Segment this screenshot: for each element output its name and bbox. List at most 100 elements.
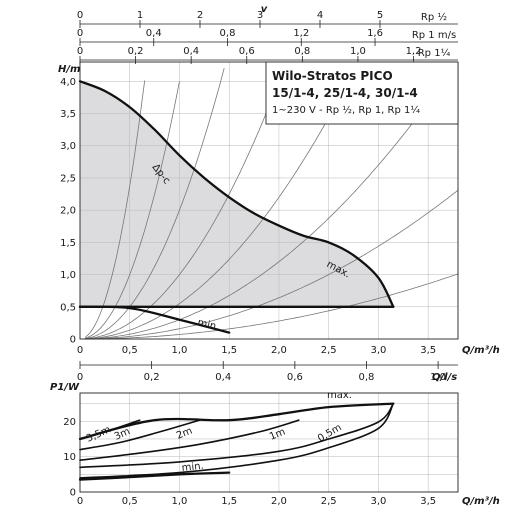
chart-subtitle: 15/1-4, 25/1-4, 30/1-4 (272, 86, 418, 100)
velocity-tick-label: 5 (377, 10, 383, 21)
power-chart: P1/W Q/m³/h 0 0,5 1,0 1,5 2,0 2,5 3,0 3,501020 … (50, 382, 500, 507)
power-3-5m-label: 3,5m (85, 424, 113, 444)
power-curve-3-5m (79, 419, 141, 440)
min-curve (78, 305, 231, 334)
velocity-scales: 0 1 2 3 4 50 0,4 0,8 1,2 1,60 0,2 0,4 0,6 0,8 1,0 1,2 v… (77, 4, 458, 64)
system-curve (84, 70, 354, 340)
head-x-tick-label: 1,5 (221, 345, 237, 356)
power-y-axis-label: P1/W (50, 382, 80, 393)
head-x-tick-label: 0,5 (122, 345, 138, 356)
flow-l-per-s-tick-label: 1,0 (430, 372, 446, 383)
velocity-tick-label: 4 (317, 10, 323, 21)
head-y-tick-label: 0 (70, 335, 76, 346)
power-y-tick-label: 0 (70, 488, 76, 499)
head-chart-ticks: 0 0,5 1,0 1,5 2,0 2,5 3,0 3,5 0 0,5 1,0 1,5 2,0 2,5 3,… (60, 77, 436, 356)
power-curve-1m (79, 402, 395, 469)
velocity-tick-label: 1,0 (350, 46, 366, 57)
velocity-tick-label: 1 (137, 10, 143, 21)
velocity-tick-label: 1,2 (293, 28, 309, 39)
power-x-tick-label: 3,0 (370, 496, 386, 507)
head-x-tick-label: 2,5 (321, 345, 337, 356)
power-y-tick-label: 20 (63, 417, 76, 428)
head-y-tick-label: 2,0 (60, 206, 76, 217)
power-x-tick-label: 0,5 (122, 496, 138, 507)
flow-l-per-s-ticks: 0 0,2 0,4 0,6 0,8 1,0 (77, 361, 446, 383)
velocity-tick-label: 1,2 (406, 46, 422, 57)
chart-title: Wilo-Stratos PICO (272, 69, 393, 83)
system-curves (84, 66, 459, 340)
system-curve (84, 81, 180, 339)
head-y-tick-label: 2,5 (60, 173, 76, 184)
flow-l-per-s-unit: Q/l/s (432, 372, 457, 383)
head-y-tick-label: 1,0 (60, 270, 76, 281)
min-curve-label: min. (196, 317, 220, 333)
head-x-axis-label: Q/m³/h (462, 345, 500, 356)
system-curve (85, 273, 459, 340)
flow-l-per-s-tick-label: 0 (77, 372, 83, 383)
head-x-tick-label: 2,0 (271, 345, 287, 356)
flow-l-per-s-tick-label: 0,8 (359, 372, 375, 383)
chart-title-box (265, 61, 459, 125)
head-x-tick-label: 0 (77, 345, 83, 356)
system-curve (84, 68, 285, 340)
flow-l-per-s-tick-label: 0,6 (287, 372, 303, 383)
power-0-5m-label: 0,5m (316, 422, 344, 444)
head-y-tick-label: 0,5 (60, 302, 76, 313)
velocity-tick-label: 0,4 (183, 46, 199, 57)
velocity-scale-rp-1-quarter-unit: Rp 1¼ (418, 47, 451, 59)
velocity-tick-label: 1,6 (367, 28, 383, 39)
head-x-tick-label: 1,0 (172, 345, 188, 356)
power-chart-ticks: 0 0,5 1,0 1,5 2,0 2,5 3,0 3,5 0 10 20 (63, 417, 436, 507)
power-x-tick-label: 3,5 (420, 496, 436, 507)
velocity-tick-label: 0,8 (294, 46, 310, 57)
system-curve (84, 189, 459, 340)
velocity-scale-rp-1-unit: Rp 1 m/s (412, 30, 456, 41)
velocity-tick-label: 3 (257, 10, 263, 21)
velocity-tick-label: 0,6 (239, 46, 255, 57)
power-x-tick-label: 1,0 (172, 496, 188, 507)
power-curve-0-5m (79, 402, 395, 479)
velocity-tick-label: 2 (197, 10, 203, 21)
velocity-tick-label: 0 (77, 28, 83, 39)
velocity-scale-ticks: 0 1 2 3 4 50 0,4 0,8 1,2 1,60 0,2 0,4 0,6 0,8 1,0 1,2 (77, 10, 422, 64)
power-curve-min (78, 471, 231, 481)
power-curve-max (78, 402, 395, 441)
power-max-label: max. (327, 390, 352, 401)
power-chart-frame (79, 392, 459, 493)
velocity-axis-label: v (261, 4, 268, 15)
power-curve-3m (79, 419, 201, 451)
flow-l-per-s-scale: 0 0,2 0,4 0,6 0,8 1,0 Q/l/s (77, 361, 458, 383)
head-x-tick-label: 3,0 (370, 345, 386, 356)
head-y-tick-label: 3,0 (60, 141, 76, 152)
chart-caption: 1~230 V - Rp ½, Rp 1, Rp 1¼ (272, 104, 420, 116)
power-x-tick-label: 1,5 (221, 496, 237, 507)
power-x-tick-label: 2,5 (321, 496, 337, 507)
power-min-label: min. (181, 461, 204, 474)
dp-c-max-curve (78, 80, 395, 308)
power-x-tick-label: 2,0 (271, 496, 287, 507)
head-y-tick-label: 3,5 (60, 109, 76, 120)
head-performance-curves (78, 80, 395, 334)
power-curves (78, 402, 395, 481)
velocity-tick-label: 0,2 (128, 46, 144, 57)
velocity-tick-label: 0,8 (220, 28, 236, 39)
head-x-tick-label: 3,5 (420, 345, 436, 356)
power-2m-label: 2m (175, 426, 194, 442)
head-y-tick-label: 1,5 (60, 238, 76, 249)
head-y-axis-label: H/m (58, 64, 80, 75)
velocity-scale-rp-half-unit: Rp ½ (421, 11, 447, 23)
system-curve (84, 68, 225, 340)
power-x-axis-label: Q/m³/h (462, 496, 500, 507)
power-curve-2m (79, 419, 300, 461)
system-curve (84, 80, 146, 338)
operating-range-area (80, 81, 394, 307)
velocity-tick-label: 0 (77, 10, 83, 21)
power-x-tick-label: 0 (77, 496, 83, 507)
flow-l-per-s-tick-label: 0,4 (215, 372, 231, 383)
flow-l-per-s-tick-label: 0,2 (144, 372, 160, 383)
velocity-tick-label: 0 (77, 46, 83, 57)
velocity-tick-label: 0,4 (146, 28, 162, 39)
head-chart: Wilo-Stratos PICO 15/1-4, 25/1-4, 30/1-4… (58, 61, 500, 356)
head-y-tick-label: 4,0 (60, 77, 76, 88)
